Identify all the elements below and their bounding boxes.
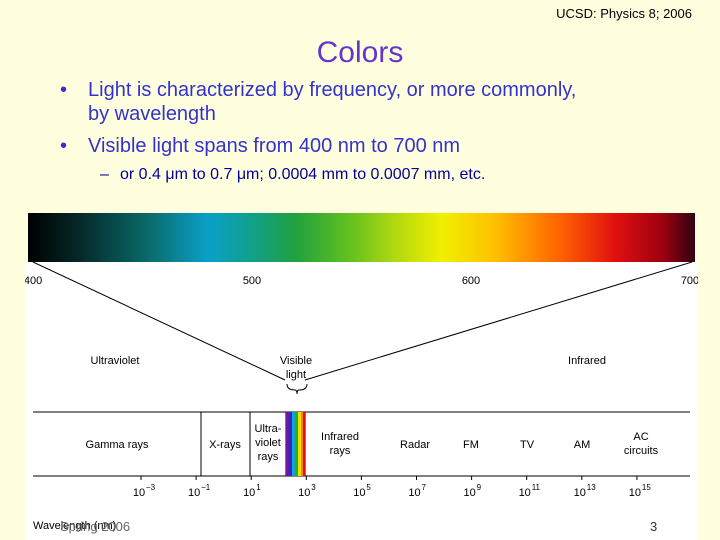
scale-base: 10 <box>243 487 255 499</box>
scale-exp: 9 <box>477 483 482 492</box>
band-label: AM <box>574 439 591 451</box>
spectrum-label: 400 <box>25 275 42 287</box>
scale-exp: 5 <box>366 483 371 492</box>
title: Colors <box>316 36 404 69</box>
scale-base: 10 <box>408 487 420 499</box>
sub-bullet: or 0.4 μm to 0.7 μm; 0.0004 mm to 0.0007… <box>100 166 485 184</box>
scale-exp: 11 <box>532 483 541 492</box>
scale-base: 10 <box>133 487 145 499</box>
band-label: AC circuits <box>624 431 659 457</box>
region-label: Infrared <box>568 355 606 367</box>
scale-exp: 7 <box>422 483 427 492</box>
scale-base: 10 <box>353 487 365 499</box>
scale-exp: −3 <box>146 483 156 492</box>
band-label: Gamma rays <box>86 439 149 451</box>
bullet: Light is characterized by frequency, or … <box>60 78 588 126</box>
spectrum-label: 500 <box>243 275 261 287</box>
course: UCSD: Physics 8; 2006 <box>556 6 692 21</box>
bullet: Visible light spans from 400 nm to 700 n… <box>60 134 648 158</box>
scale-base: 10 <box>629 487 641 499</box>
region-label: Ultraviolet <box>91 355 140 367</box>
axis-label: Wavelength (nm) <box>33 520 116 532</box>
scale-base: 10 <box>188 487 200 499</box>
spectrum-bar <box>28 213 695 262</box>
date: Spring 2006 <box>60 519 131 534</box>
scale-exp: −1 <box>201 483 211 492</box>
page-number: 3 <box>650 519 658 534</box>
scale-exp: 13 <box>587 483 596 492</box>
scale-exp: 1 <box>256 483 261 492</box>
scale-base: 10 <box>298 487 310 499</box>
spectrum-label: 600 <box>462 275 480 287</box>
scale-exp: 15 <box>642 483 651 492</box>
band-label: X-rays <box>209 439 241 451</box>
figure: 400 500 600 700 Ultraviolet Visible light Infra… <box>25 262 698 540</box>
scale-base: 10 <box>574 487 586 499</box>
scale-base: 10 <box>519 487 531 499</box>
band-label: TV <box>520 439 535 451</box>
band-label: Radar <box>400 439 430 451</box>
band-label: FM <box>463 439 479 451</box>
scale-exp: 3 <box>311 483 316 492</box>
spectrum-label: 700 <box>681 275 698 287</box>
region-label: Visible light <box>280 355 312 381</box>
band-label: Ultra-violet rays <box>255 423 282 463</box>
band-label: Infrared rays <box>321 431 359 457</box>
scale-base: 10 <box>463 487 475 499</box>
